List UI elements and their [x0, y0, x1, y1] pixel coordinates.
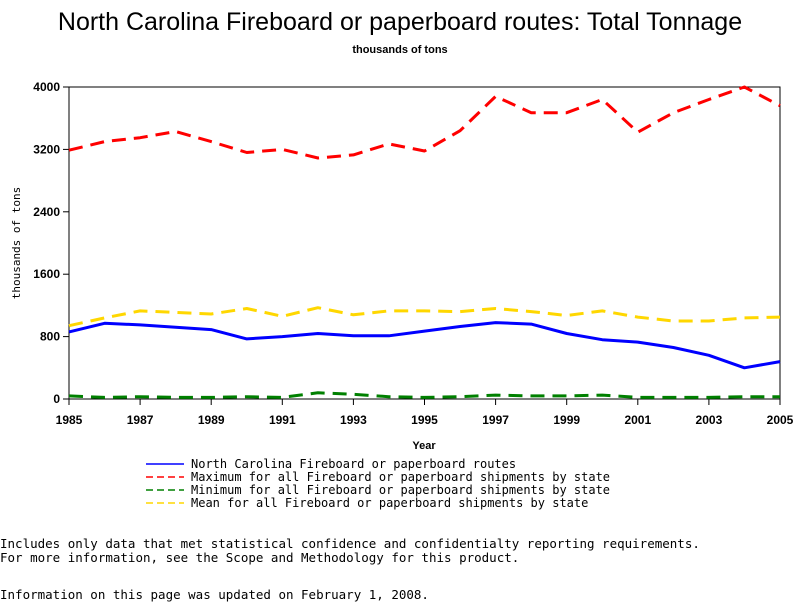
y-tick-label: 2400: [33, 205, 60, 219]
y-axis-label: thousands of tons: [10, 187, 23, 300]
y-axis: 0 800 1600 2400 3200 4000: [33, 80, 69, 406]
series-line-4: [68, 306, 781, 328]
x-tick-label: 1997: [482, 413, 509, 427]
x-axis: 1985 1987 1989 1991 1993 1995 1997 1999 2001 2003…: [56, 399, 794, 427]
series-line-3: [68, 391, 780, 399]
y-tick-label: 1600: [33, 267, 60, 281]
y-tick-label: 3200: [33, 142, 60, 156]
series-line-2: [68, 85, 781, 160]
x-tick-label: 1993: [340, 413, 367, 427]
series-lines: [68, 85, 781, 399]
y-tick-label: 4000: [33, 80, 60, 94]
y-tick-label: 800: [40, 330, 60, 344]
y-tick-label: 0: [53, 392, 60, 406]
x-tick-label: 1995: [411, 413, 438, 427]
footnote-methodology: For more information, see the Scope and …: [0, 550, 520, 565]
legend-label: Maximum for all Fireboard or paperboard …: [191, 470, 610, 484]
x-tick-label: 1991: [269, 413, 296, 427]
footnote-confidence: Includes only data that met statistical …: [0, 536, 700, 551]
x-tick-label: 1989: [198, 413, 225, 427]
plot-frame: [68, 86, 781, 400]
chart-title: North Carolina Fireboard or paperboard r…: [58, 8, 742, 36]
x-axis-label: Year: [412, 440, 436, 452]
x-tick-label: 1987: [127, 413, 154, 427]
legend-label: Mean for all Fireboard or paperboard shi…: [191, 496, 588, 510]
x-tick-label: 2001: [624, 413, 651, 427]
series-line-1: [68, 321, 781, 370]
legend-label: Minimum for all Fireboard or paperboard …: [191, 483, 610, 497]
x-tick-label: 1985: [56, 413, 83, 427]
legend-label: North Carolina Fireboard or paperboard r…: [191, 457, 516, 471]
footnote-updated: Information on this page was updated on …: [0, 587, 429, 602]
x-tick-label: 2003: [696, 413, 723, 427]
x-tick-label: 2005: [767, 413, 794, 427]
x-tick-label: 1999: [553, 413, 580, 427]
legend: North Carolina Fireboard or paperboard r…: [146, 457, 610, 510]
chart-subtitle: thousands of tons: [352, 44, 447, 56]
